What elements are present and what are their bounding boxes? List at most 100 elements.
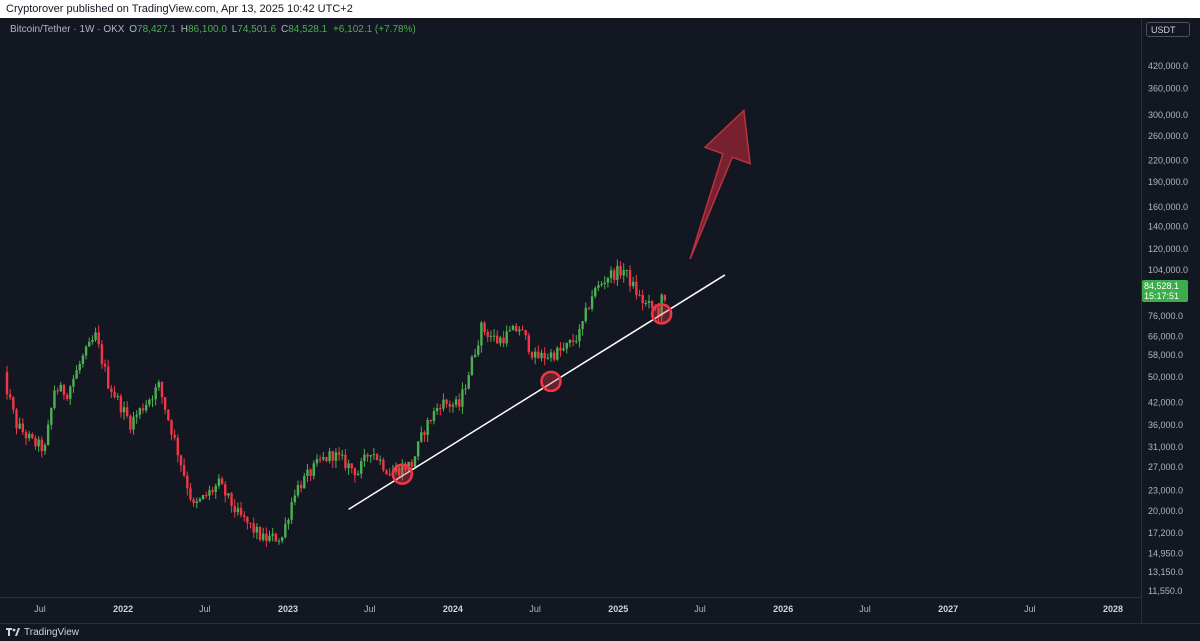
candle <box>287 518 290 530</box>
candle <box>249 522 252 529</box>
candle <box>227 492 230 499</box>
candle <box>46 419 50 446</box>
candle-body <box>258 526 262 540</box>
candle-body <box>344 454 347 469</box>
candle <box>486 329 489 343</box>
candle-body <box>366 454 369 457</box>
candle <box>299 480 303 493</box>
drawings-layer <box>348 108 751 510</box>
candle <box>505 325 508 347</box>
candle <box>97 325 100 348</box>
candle-body <box>299 484 303 489</box>
candle-body <box>208 490 211 496</box>
time-tick-label: Jul <box>529 604 541 614</box>
candle-body <box>477 345 480 355</box>
candle <box>186 471 189 496</box>
candle-body <box>21 423 25 433</box>
candle <box>322 451 325 462</box>
time-tick-label: 2025 <box>608 604 628 614</box>
candle-body <box>410 461 414 467</box>
chart-area[interactable]: 420,000.0 360,000.0 300,000.0 260,000.0 220,… <box>0 18 1200 623</box>
legend-close: 84,528.1 <box>288 24 328 35</box>
candle <box>198 497 202 503</box>
candle-body <box>631 281 635 287</box>
candle <box>559 342 562 357</box>
candle-body <box>416 441 420 457</box>
price-tick-label: 140,000.0 <box>1148 222 1188 232</box>
candle <box>356 470 360 476</box>
candle-body <box>84 346 88 356</box>
candle-body <box>176 437 179 456</box>
legend-low: 74,501.6 <box>237 24 277 35</box>
candle-body <box>239 508 243 516</box>
candle <box>100 340 104 369</box>
candle <box>318 455 322 463</box>
candle-body <box>170 420 173 435</box>
candle <box>170 419 173 441</box>
candle <box>638 289 641 297</box>
candle-body <box>148 399 151 405</box>
candle-body <box>312 463 315 476</box>
candle-body <box>220 478 224 485</box>
candle-body <box>575 341 578 343</box>
candle <box>72 374 75 393</box>
candle <box>464 384 467 395</box>
candle <box>565 342 568 354</box>
candle-body <box>265 533 268 541</box>
candle <box>296 480 300 498</box>
candle-body <box>562 348 565 351</box>
candle <box>442 393 445 412</box>
candle-body <box>578 328 581 342</box>
candle-body <box>622 270 625 276</box>
candle-body <box>625 269 629 271</box>
candle <box>337 447 341 462</box>
candle-body <box>293 495 297 503</box>
candle-body <box>473 354 477 357</box>
legend-close-label: C <box>281 24 289 35</box>
candle-body <box>394 467 398 472</box>
candle-body <box>454 399 458 405</box>
candle-body <box>521 329 524 331</box>
candle <box>499 335 502 347</box>
candle <box>62 384 66 400</box>
time-tick-label: 2027 <box>938 604 958 614</box>
candle <box>274 532 278 542</box>
tradingview-logo-icon <box>6 628 20 637</box>
candle <box>148 398 151 408</box>
candle <box>243 511 246 522</box>
candle <box>521 325 524 331</box>
currency-selector[interactable]: USDT <box>1146 22 1190 37</box>
candle-body <box>341 454 344 456</box>
price-tick-label: 220,000.0 <box>1148 155 1188 165</box>
candle <box>113 385 116 399</box>
price-chart[interactable]: 420,000.0 360,000.0 300,000.0 260,000.0 220,… <box>0 18 1200 623</box>
candle-body <box>527 335 531 353</box>
footer-brand: TradingView <box>24 627 80 638</box>
candle <box>410 459 414 470</box>
candle <box>195 497 198 509</box>
candle <box>303 472 306 489</box>
candle-body <box>467 375 470 389</box>
candle-body <box>470 356 474 376</box>
candle-body <box>385 470 388 475</box>
touch-point-circle <box>391 463 414 485</box>
candle-body <box>62 384 66 395</box>
candle <box>167 409 170 422</box>
candle-body <box>116 396 119 398</box>
candle-body <box>224 484 227 496</box>
candle-body <box>75 370 78 379</box>
candle <box>179 454 183 472</box>
candle-body <box>325 457 328 461</box>
price-axis[interactable] <box>1142 18 1200 623</box>
candle <box>613 268 616 284</box>
time-tick-label: 2023 <box>278 604 298 614</box>
candle-body <box>508 330 512 332</box>
candle <box>530 351 534 360</box>
candle-body <box>201 495 205 500</box>
publish-line: Cryptorover published on TradingView.com… <box>6 3 353 15</box>
candle-body <box>644 302 648 304</box>
candle <box>94 327 97 342</box>
candle-body <box>277 540 281 542</box>
price-tick-label: 31,000.0 <box>1148 442 1183 452</box>
candle <box>581 320 584 336</box>
